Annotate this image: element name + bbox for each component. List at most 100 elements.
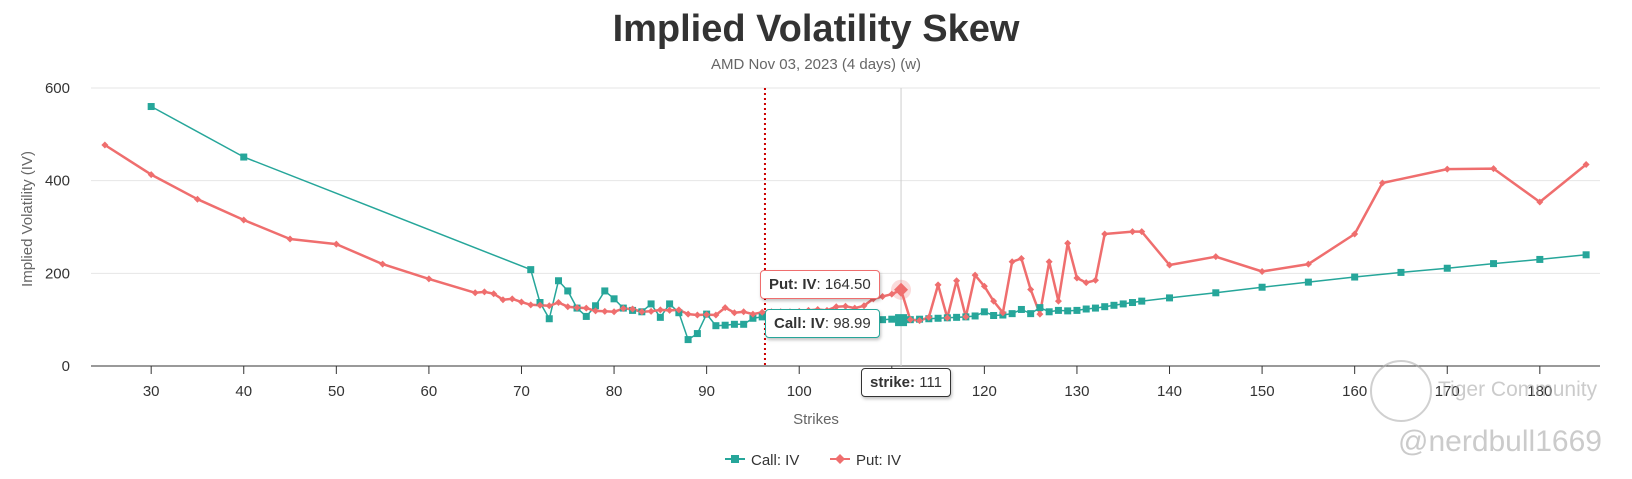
put-point[interactable] bbox=[1582, 160, 1590, 168]
put-point[interactable] bbox=[925, 313, 933, 321]
put-point[interactable] bbox=[1082, 279, 1090, 287]
call-point[interactable] bbox=[721, 321, 729, 329]
call-point[interactable] bbox=[1082, 305, 1090, 313]
call-point[interactable] bbox=[1091, 304, 1099, 312]
put-point[interactable] bbox=[980, 282, 988, 290]
call-point[interactable] bbox=[147, 103, 155, 111]
put-point[interactable] bbox=[480, 288, 488, 296]
put-point[interactable] bbox=[943, 314, 951, 322]
call-point[interactable] bbox=[1027, 310, 1035, 318]
put-point[interactable] bbox=[758, 308, 766, 316]
put-point[interactable] bbox=[971, 271, 979, 279]
legend[interactable]: Call: IV Put: IV bbox=[725, 452, 901, 469]
put-point[interactable] bbox=[1443, 165, 1451, 173]
call-point[interactable] bbox=[1582, 251, 1590, 259]
put-point[interactable] bbox=[953, 277, 961, 285]
put-point[interactable] bbox=[990, 297, 998, 305]
put-point[interactable] bbox=[1166, 261, 1174, 269]
call-point[interactable] bbox=[730, 320, 738, 328]
put-point[interactable] bbox=[545, 302, 553, 310]
put-point[interactable] bbox=[860, 302, 868, 310]
put-point[interactable] bbox=[499, 296, 507, 304]
put-point[interactable] bbox=[1017, 255, 1025, 263]
call-point[interactable] bbox=[240, 153, 248, 161]
call-point[interactable] bbox=[749, 314, 757, 322]
call-point[interactable] bbox=[990, 311, 998, 319]
put-point[interactable] bbox=[1128, 228, 1136, 236]
call-point[interactable] bbox=[684, 336, 692, 344]
call-point[interactable] bbox=[740, 320, 748, 328]
put-point[interactable] bbox=[286, 235, 294, 243]
put-point[interactable] bbox=[1064, 239, 1072, 247]
put-point[interactable] bbox=[638, 308, 646, 316]
put-point[interactable] bbox=[675, 306, 683, 314]
call-point[interactable] bbox=[1073, 306, 1081, 314]
put-point[interactable] bbox=[592, 307, 600, 315]
call-point[interactable] bbox=[1443, 264, 1451, 272]
legend-item-put[interactable]: Put: IV bbox=[830, 452, 901, 469]
put-point[interactable] bbox=[1045, 258, 1053, 266]
call-point[interactable] bbox=[1008, 310, 1016, 318]
call-point[interactable] bbox=[1064, 307, 1072, 315]
call-point[interactable] bbox=[555, 277, 563, 285]
call-point[interactable] bbox=[712, 322, 720, 330]
call-point[interactable] bbox=[1017, 305, 1025, 313]
put-point[interactable] bbox=[610, 308, 618, 316]
put-point[interactable] bbox=[490, 290, 498, 298]
put-point[interactable] bbox=[536, 301, 544, 309]
call-point[interactable] bbox=[1036, 304, 1044, 312]
call-point[interactable] bbox=[980, 308, 988, 316]
put-point[interactable] bbox=[582, 304, 590, 312]
call-point[interactable] bbox=[1258, 283, 1266, 291]
call-point[interactable] bbox=[582, 312, 590, 320]
put-point[interactable] bbox=[693, 311, 701, 319]
put-point[interactable] bbox=[1258, 267, 1266, 275]
call-point[interactable] bbox=[895, 314, 908, 327]
legend-item-call[interactable]: Call: IV bbox=[725, 452, 799, 469]
put-point[interactable] bbox=[193, 195, 201, 203]
put-point[interactable] bbox=[1304, 260, 1312, 268]
call-point[interactable] bbox=[647, 300, 655, 308]
put-point[interactable] bbox=[425, 275, 433, 283]
put-point[interactable] bbox=[666, 306, 674, 314]
call-point[interactable] bbox=[1304, 278, 1312, 286]
call-point[interactable] bbox=[693, 330, 701, 338]
call-point[interactable] bbox=[1138, 297, 1146, 305]
call-point[interactable] bbox=[1045, 308, 1053, 316]
put-point[interactable] bbox=[916, 317, 924, 325]
put-point[interactable] bbox=[879, 293, 887, 300]
put-point[interactable] bbox=[527, 301, 535, 309]
put-point[interactable] bbox=[1054, 297, 1062, 305]
call-point[interactable] bbox=[879, 316, 887, 324]
call-point[interactable] bbox=[971, 312, 979, 320]
call-point[interactable] bbox=[953, 313, 961, 321]
put-point[interactable] bbox=[962, 313, 970, 321]
call-point[interactable] bbox=[1397, 268, 1405, 276]
call-point[interactable] bbox=[934, 314, 942, 322]
put-point[interactable] bbox=[832, 303, 840, 311]
put-point[interactable] bbox=[1008, 258, 1016, 266]
call-point[interactable] bbox=[1166, 294, 1174, 302]
put-point[interactable] bbox=[1091, 276, 1099, 284]
call-point[interactable] bbox=[666, 300, 674, 308]
put-point[interactable] bbox=[1101, 230, 1109, 238]
put-point[interactable] bbox=[101, 141, 109, 149]
put-point[interactable] bbox=[1351, 230, 1359, 238]
call-point[interactable] bbox=[1490, 260, 1498, 268]
put-point[interactable] bbox=[379, 260, 387, 268]
put-point[interactable] bbox=[508, 295, 516, 303]
put-point[interactable] bbox=[1378, 179, 1386, 187]
put-point[interactable] bbox=[1536, 198, 1544, 206]
call-point[interactable] bbox=[545, 315, 553, 323]
put-point[interactable] bbox=[888, 290, 896, 298]
call-point[interactable] bbox=[1054, 306, 1062, 314]
call-point[interactable] bbox=[1128, 299, 1136, 307]
call-point[interactable] bbox=[1536, 255, 1544, 263]
put-point[interactable] bbox=[740, 308, 748, 316]
put-point[interactable] bbox=[703, 311, 711, 319]
put-point[interactable] bbox=[147, 171, 155, 179]
put-point[interactable] bbox=[894, 282, 909, 297]
put-point[interactable] bbox=[601, 307, 609, 315]
put-point[interactable] bbox=[842, 302, 849, 310]
put-point[interactable] bbox=[1027, 286, 1035, 294]
